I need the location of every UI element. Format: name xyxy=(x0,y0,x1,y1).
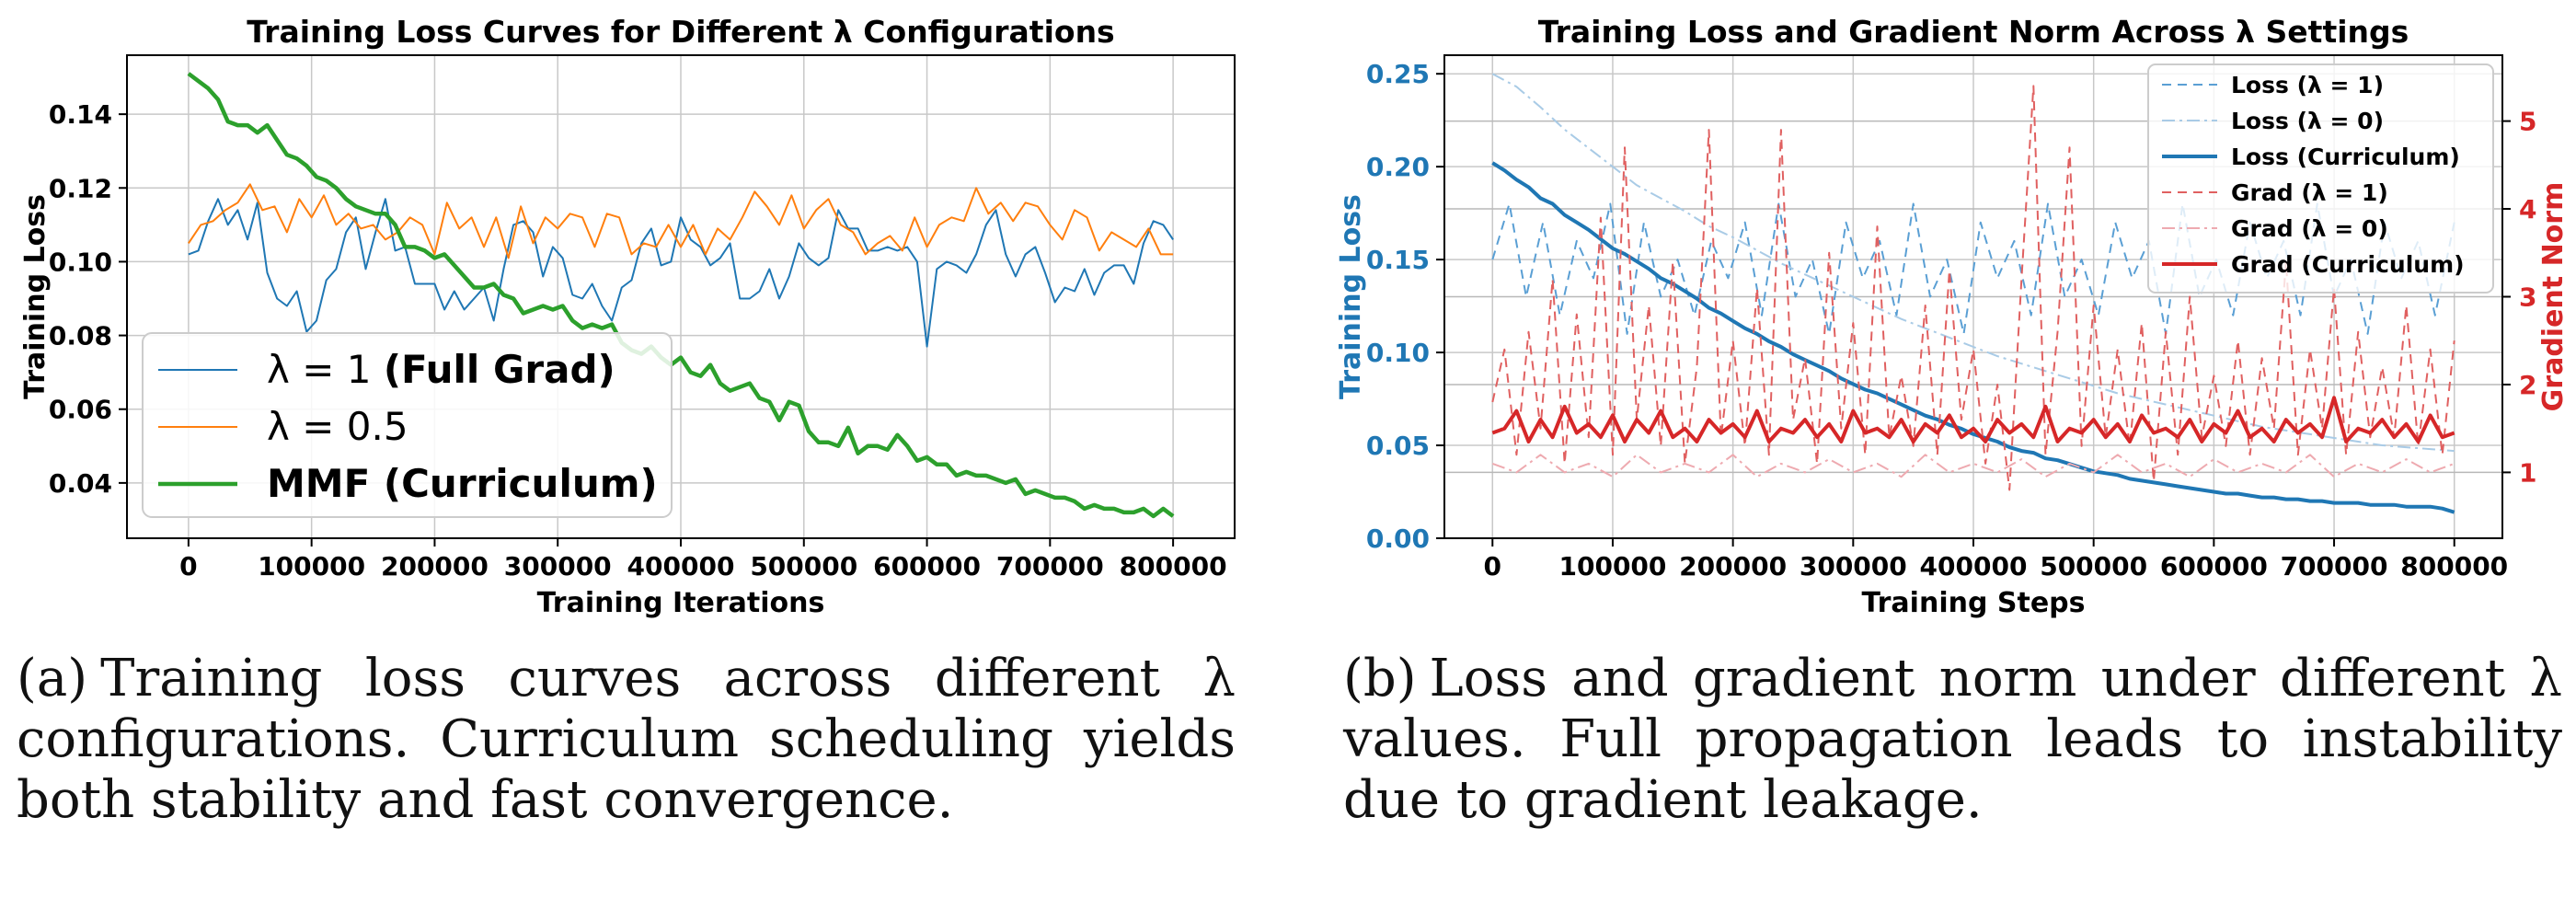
x-tick-label: 500000 xyxy=(750,551,857,581)
y-tick-label: 0.20 xyxy=(1366,152,1430,182)
legend-entry: λ = 1 (Full Grad) xyxy=(267,347,615,392)
legend-entry-text: λ = 1 xyxy=(267,347,384,392)
y2-tick-label: 1 xyxy=(2519,457,2536,488)
panel-b-caption-text: Loss and gradient norm under different λ… xyxy=(1343,649,2562,830)
legend-entry: MMF (Curriculum) xyxy=(267,461,658,506)
y-tick-label: 0.10 xyxy=(1366,338,1430,368)
y-tick-label: 0.08 xyxy=(49,321,112,351)
legend-entry-bold: (Full Grad) xyxy=(384,347,615,392)
series-line-1 xyxy=(1491,73,2455,453)
series-line-0 xyxy=(1491,202,2455,335)
x-tick-label: 300000 xyxy=(1800,551,1907,581)
chart-title: Training Loss and Gradient Norm Across λ… xyxy=(1538,14,2409,50)
legend-entry: Grad (λ = 0) xyxy=(2231,215,2388,242)
y-tick-label: 0.15 xyxy=(1366,245,1430,275)
y-tick-label: 0.25 xyxy=(1366,59,1430,89)
legend-box xyxy=(2147,63,2494,294)
series-line-0 xyxy=(188,198,1174,348)
x-tick-label: 0 xyxy=(179,551,197,581)
x-tick-label: 600000 xyxy=(2160,551,2268,581)
x-tick-label: 800000 xyxy=(1120,551,1227,581)
legend-entry: Loss (Curriculum) xyxy=(2231,144,2460,170)
x-tick-label: 300000 xyxy=(504,551,612,581)
x-tick-label: 200000 xyxy=(1679,551,1787,581)
y2-tick-label: 5 xyxy=(2519,107,2536,137)
series-line-2 xyxy=(187,72,1175,519)
x-tick-label: 400000 xyxy=(627,551,735,581)
x-tick-label: 700000 xyxy=(2281,551,2388,581)
panel-a-caption: (a) Training loss curves across different… xyxy=(17,649,1236,831)
y-tick-label: 0.06 xyxy=(49,395,112,425)
legend-entry: Loss (λ = 1) xyxy=(2231,72,2384,98)
y-tick-label: 0.10 xyxy=(49,247,112,277)
legend: λ = 1 (Full Grad) λ = 0.5 MMF (Curriculum) xyxy=(142,332,673,518)
y-tick-label: 0.04 xyxy=(49,468,112,499)
panel-a-caption-text: Training loss curves across different λ … xyxy=(17,649,1236,830)
y2-tick-label: 4 xyxy=(2519,194,2536,224)
legend-entry: Grad (λ = 1) xyxy=(2231,179,2388,206)
legend-box xyxy=(142,332,673,518)
y-tick-label: 0.05 xyxy=(1366,431,1430,461)
x-tick-label: 700000 xyxy=(996,551,1104,581)
legend: Loss (λ = 1) Loss (λ = 0) Loss (Curriculum… xyxy=(2147,63,2494,294)
series-line-2 xyxy=(1491,161,2455,514)
x-tick-label: 800000 xyxy=(2400,551,2508,581)
y-axis-label: Training Loss xyxy=(1335,194,1367,399)
legend-entry-text: λ = 0.5 xyxy=(267,404,408,449)
x-tick-label: 200000 xyxy=(381,551,489,581)
legend-entry: λ = 0.5 xyxy=(267,404,408,449)
y-axis-label: Training Loss xyxy=(19,194,52,399)
x-tick-label: 100000 xyxy=(258,551,365,581)
x-tick-label: 600000 xyxy=(873,551,981,581)
series-line-5 xyxy=(1491,396,2455,443)
series-line-4 xyxy=(1491,454,2455,478)
y2-tick-label: 2 xyxy=(2519,370,2536,400)
x-tick-label: 400000 xyxy=(1920,551,2028,581)
x-tick-label: 0 xyxy=(1484,551,1501,581)
panel-b-caption: (b) Loss and gradient norm under differen… xyxy=(1343,649,2562,831)
y2-tick-label: 3 xyxy=(2519,282,2536,313)
y2-axis-label: Gradient Norm xyxy=(2537,182,2570,412)
chart-title: Training Loss Curves for Different λ Con… xyxy=(247,14,1114,50)
y-tick-label: 0.12 xyxy=(49,173,112,203)
y-tick-label: 0.00 xyxy=(1366,524,1430,554)
legend-entry-bold: MMF (Curriculum) xyxy=(267,461,658,506)
legend-entry: Loss (λ = 0) xyxy=(2231,108,2384,134)
panel-b-caption-label: (b) xyxy=(1343,649,1417,708)
x-axis-label: Training Iterations xyxy=(537,587,825,619)
x-tick-label: 100000 xyxy=(1559,551,1667,581)
x-tick-label: 500000 xyxy=(2040,551,2147,581)
x-axis-label: Training Steps xyxy=(1861,587,2085,619)
legend-entry: Grad (Curriculum) xyxy=(2231,251,2465,278)
y-tick-label: 0.14 xyxy=(49,99,112,130)
panel-b-chart: 0 100000 200000 300000 400000 500000 600000 700… xyxy=(1335,14,2570,619)
panel-a-caption-label: (a) xyxy=(17,649,88,708)
series-line-1 xyxy=(188,183,1174,259)
panel-a-chart: 0 100000 200000 300000 400000 500000 600000 700… xyxy=(19,14,1236,619)
